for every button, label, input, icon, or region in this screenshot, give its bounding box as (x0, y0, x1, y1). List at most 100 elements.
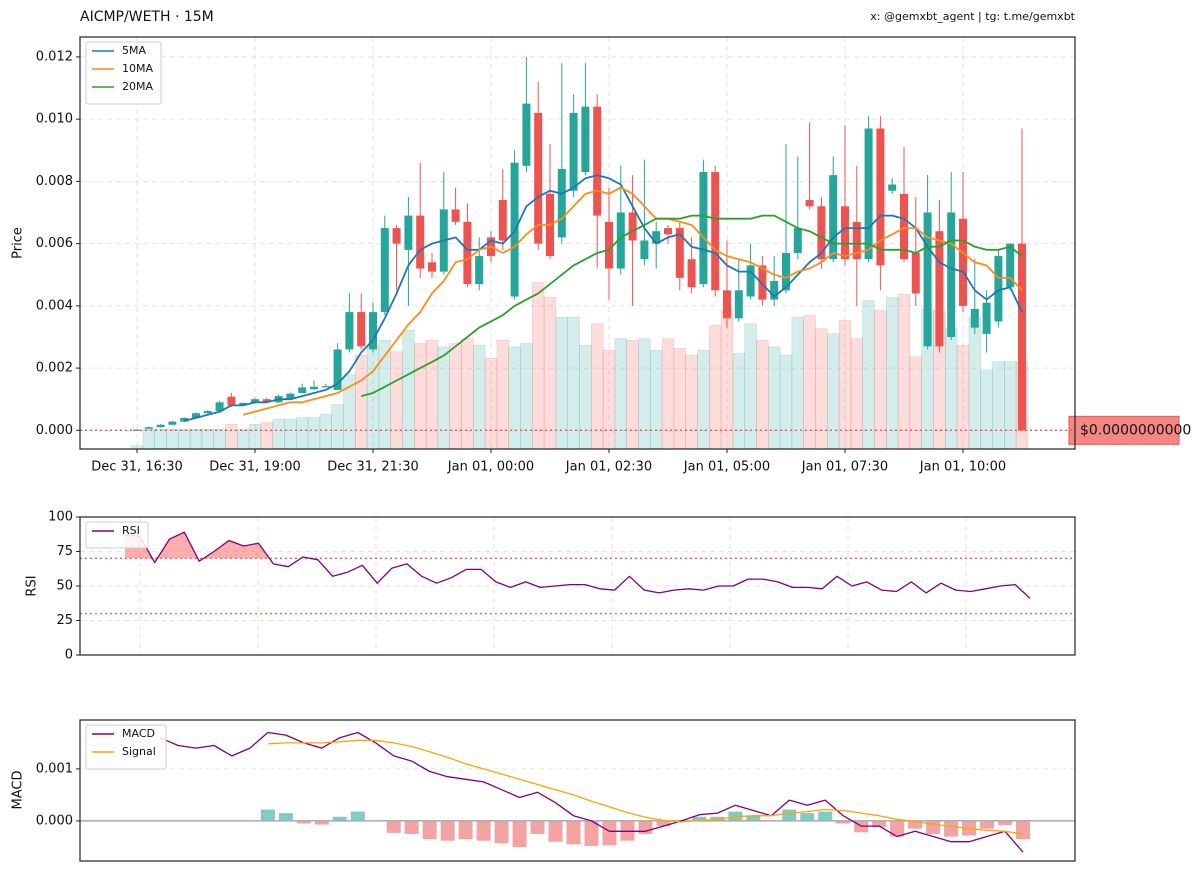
histogram-bar (800, 813, 815, 821)
candle-body (475, 256, 484, 285)
y-tick-label: 0 (65, 648, 73, 663)
histogram-bar (458, 820, 473, 840)
volume-bar (685, 354, 698, 449)
legend-label: 5MA (122, 44, 146, 57)
volume-bar (567, 316, 580, 449)
y-tick-label: 0.002 (36, 361, 73, 376)
volume-bar (307, 417, 321, 449)
x-tick-label: Jan 01, 02:30 (565, 460, 652, 475)
volume-bar (826, 333, 840, 449)
plot-area (130, 56, 1029, 449)
x-tick-label: Dec 31, 21:30 (327, 460, 419, 475)
candle-body (416, 215, 425, 269)
volume-bar (449, 343, 462, 449)
legend: RSI (85, 521, 149, 549)
candle-body (451, 209, 460, 222)
volume-bar (767, 346, 781, 449)
legend-box (85, 521, 149, 549)
ma-line (360, 214, 1023, 397)
x-tick-label: Jan 01, 00:00 (447, 460, 534, 475)
histogram-bar (908, 820, 923, 829)
candle-body (380, 228, 389, 313)
volume-bar (626, 339, 639, 449)
candle-body (970, 308, 979, 328)
volume-bar (520, 343, 533, 449)
volume-bar (720, 310, 734, 449)
x-tick-label: Dec 31, 19:00 (209, 460, 301, 475)
candle-body (203, 411, 212, 414)
histogram-bar (1016, 820, 1030, 840)
volume-bar (343, 374, 356, 449)
candle-body (557, 168, 566, 238)
volume-bar (402, 330, 415, 449)
y-tick-label: 0.008 (36, 174, 73, 189)
volume-bar (779, 354, 793, 449)
volume-bar (354, 354, 368, 449)
candle-body (746, 265, 755, 297)
histogram-bar (476, 820, 491, 841)
candle-body (463, 221, 472, 285)
y-tick-label: 0.012 (36, 49, 73, 64)
volume-bar (225, 423, 238, 449)
volume-bar (496, 339, 509, 449)
volume-bar (166, 428, 179, 449)
candle-body (428, 262, 436, 272)
candle-body (841, 206, 849, 260)
legend: MACD Signal (85, 724, 167, 770)
candle-body (239, 402, 248, 406)
histogram-bar (404, 820, 419, 834)
chart-title: AICMP/WETH · 15M (80, 9, 214, 25)
volume-bar (284, 419, 297, 449)
histogram-bar (422, 820, 437, 840)
histogram-bar (656, 820, 671, 827)
volume-bar (272, 419, 285, 449)
volume-bar (897, 293, 911, 449)
volume-bar (461, 338, 474, 449)
volume-bar (130, 445, 144, 449)
last-price-box (1068, 415, 1180, 445)
volume-bar (992, 361, 1005, 449)
candle-body (770, 280, 779, 300)
volume-bar (649, 349, 663, 449)
volume-bar (791, 316, 805, 449)
candle-body (593, 106, 602, 216)
volume-bar (756, 339, 769, 449)
y-tick-label: 0.000 (36, 813, 73, 828)
y-tick-label: 0.010 (36, 112, 73, 127)
volume-bar (543, 297, 557, 449)
candle-body (262, 399, 271, 403)
candle-body (699, 172, 708, 285)
histogram-bar (260, 809, 275, 821)
ma-line (242, 186, 1023, 416)
ma-line (183, 174, 1023, 422)
candle-body (1006, 243, 1015, 288)
candle-body (675, 228, 684, 278)
candle-body (345, 312, 354, 350)
y-tick-label: 50 (56, 579, 73, 594)
histogram-bar (566, 820, 581, 845)
candle-body (793, 228, 802, 253)
y-tick-label: 0.001 (36, 761, 73, 776)
candle-body (817, 206, 826, 260)
volume-bar (602, 349, 616, 449)
plot-area (80, 531, 1075, 615)
volume-bar (189, 428, 203, 449)
histogram-bar (872, 820, 887, 828)
candle-body (156, 424, 165, 428)
histogram-bar (980, 820, 995, 829)
candle-body (947, 212, 956, 337)
legend-label: 10MA (122, 62, 153, 75)
candle-body (569, 112, 578, 191)
credit: x: @gemxbt_agent | tg: t.me/gemxbt (870, 10, 1075, 23)
x-tick-label: Jan 01, 05:00 (683, 460, 770, 475)
volume-bar (661, 338, 675, 449)
candle-body (180, 417, 189, 422)
x-tick-label: Dec 31, 16:30 (91, 460, 183, 475)
y-tick-label: 75 (56, 544, 73, 559)
candle-body (829, 175, 838, 260)
panel-frame (79, 719, 1076, 862)
legend: 5MA 10MA 20MA (85, 41, 162, 105)
histogram-bar (350, 811, 365, 821)
histogram-bar (998, 820, 1013, 826)
rsi-line (124, 531, 1031, 599)
